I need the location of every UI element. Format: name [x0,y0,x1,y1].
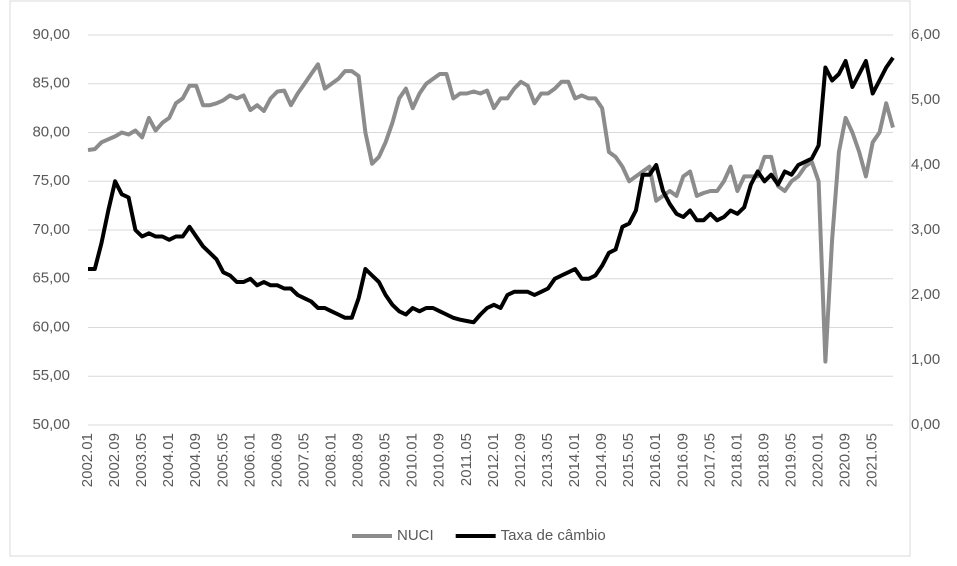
x-tick-label: 2014.09 [593,433,610,487]
x-tick-label: 2020.01 [810,433,827,487]
y-tick-label: 75,00 [32,172,70,189]
y2-tick-label: 2,00 [911,286,940,303]
x-tick-label: 2006.01 [241,433,258,487]
x-tick-label: 2006.09 [268,433,285,487]
x-tick-label: 2004.09 [187,433,204,487]
x-tick-label: 2011.05 [458,433,475,486]
y2-tick-label: 5,00 [911,91,940,108]
x-tick-label: 2012.09 [512,433,529,487]
y-tick-label: 85,00 [32,75,70,92]
y-tick-label: 65,00 [32,270,70,287]
y-tick-label: 70,00 [32,221,70,238]
y2-tick-label: 6,00 [911,26,940,43]
x-tick-label: 2013.05 [539,433,556,487]
x-tick-label: 2016.09 [674,433,691,487]
x-tick-label: 2015.05 [620,433,637,487]
x-tick-label: 2021.05 [864,433,881,487]
y2-tick-label: 4,00 [911,156,940,173]
legend-label: NUCI [397,527,434,544]
x-tick-label: 2003.05 [133,433,150,487]
y-tick-label: 55,00 [32,367,70,384]
x-tick-label: 2002.01 [79,433,96,487]
x-tick-label: 2008.09 [350,433,367,487]
x-tick-label: 2012.01 [485,433,502,487]
y2-tick-label: 1,00 [911,351,940,368]
x-tick-label: 2008.01 [322,433,339,487]
x-tick-label: 2010.09 [431,433,448,487]
x-tick-label: 2017.05 [701,433,718,487]
y-tick-label: 80,00 [32,123,70,140]
x-tick-label: 2002.09 [106,433,123,487]
y2-tick-label: 3,00 [911,221,940,238]
y2-tick-label: 0,00 [911,416,940,433]
legend-label: Taxa de câmbio [501,527,606,544]
x-tick-label: 2020.09 [837,433,854,487]
x-tick-label: 2014.01 [566,433,583,487]
x-tick-label: 2019.05 [782,433,799,487]
y-tick-label: 90,00 [32,26,70,43]
y-tick-label: 50,00 [32,416,70,433]
x-tick-label: 2009.05 [377,433,394,487]
x-tick-label: 2016.01 [647,433,664,487]
line-series [88,56,895,325]
x-tick-label: 2010.01 [404,433,421,487]
x-tick-label: 2007.05 [295,433,312,487]
y-tick-label: 60,00 [32,318,70,335]
x-tick-label: 2004.01 [160,433,177,487]
x-tick-label: 2018.01 [728,433,745,487]
x-tick-label: 2005.05 [214,433,231,487]
x-tick-label: 2018.09 [755,433,772,487]
